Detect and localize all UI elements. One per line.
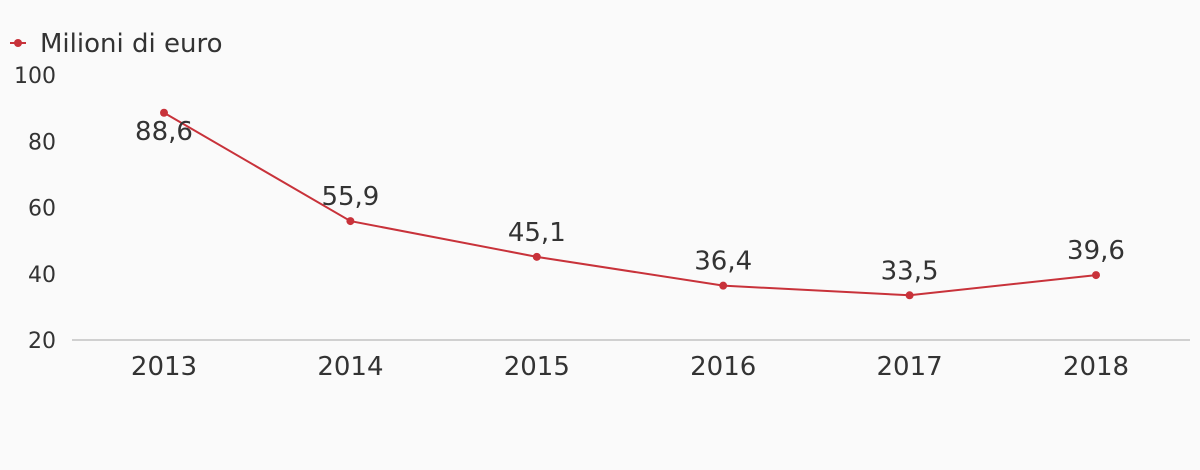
data-label: 39,6 [1067, 236, 1125, 266]
data-point [1092, 271, 1100, 280]
x-tick-label: 2015 [504, 352, 570, 382]
data-point [346, 217, 355, 226]
y-tick-label: 20 [28, 329, 56, 354]
data-point [532, 252, 541, 261]
data-point [905, 291, 914, 300]
y-tick-label: 40 [28, 263, 56, 288]
data-point [719, 281, 728, 290]
x-axis: 2013 2014 2015 2016 2017 2018 [131, 352, 1129, 382]
x-tick-label: 2017 [877, 352, 943, 382]
legend-dot-marker [14, 39, 22, 47]
data-label: 88,6 [135, 117, 193, 147]
y-tick-label: 60 [28, 197, 56, 222]
series-milioni-di-euro: 88,6 55,9 45,1 36,4 33,5 39,6 [135, 108, 1125, 300]
data-label: 55,9 [321, 182, 379, 212]
x-tick-label: 2014 [317, 352, 383, 382]
x-tick-label: 2018 [1063, 352, 1129, 382]
data-label: 45,1 [508, 218, 566, 248]
legend-label: Milioni di euro [40, 29, 222, 59]
x-tick-label: 2013 [131, 352, 197, 382]
data-label: 33,5 [881, 256, 939, 286]
y-axis: 100 80 60 40 20 [14, 64, 56, 354]
data-label: 36,4 [694, 247, 752, 277]
y-tick-label: 100 [14, 64, 56, 89]
x-tick-label: 2016 [690, 352, 756, 382]
y-tick-label: 80 [28, 130, 56, 155]
legend: Milioni di euro [10, 29, 222, 59]
data-point [160, 108, 168, 117]
series-line [163, 111, 1097, 297]
